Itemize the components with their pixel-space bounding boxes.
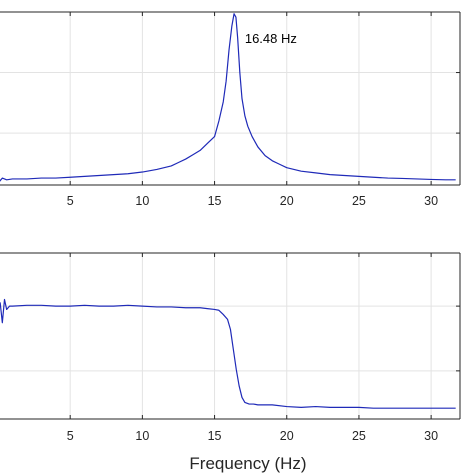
magnitude-plot: 5 10 15 20 25 30 16.48 Hz (0, 11, 461, 208)
x-tick-label: 25 (352, 429, 366, 443)
x-axis-label: Frequency (Hz) (189, 454, 306, 473)
x-tick-label: 20 (280, 194, 294, 208)
x-tick-label: 5 (67, 194, 74, 208)
x-tick-label: 30 (424, 429, 438, 443)
series-line (0, 13, 456, 182)
x-tick-label: 30 (424, 194, 438, 208)
x-tick-label: 15 (208, 429, 222, 443)
x-tick-label: 10 (135, 429, 149, 443)
x-tick-label: 10 (135, 194, 149, 208)
x-tick-label: 20 (280, 429, 294, 443)
series-line (0, 298, 456, 409)
peak-annotation: 16.48 Hz (245, 31, 297, 46)
x-tick-label: 15 (208, 194, 222, 208)
x-tick-label: 5 (67, 429, 74, 443)
x-tick-label: 25 (352, 194, 366, 208)
phase-plot: 5 10 15 20 25 30 (0, 252, 461, 443)
